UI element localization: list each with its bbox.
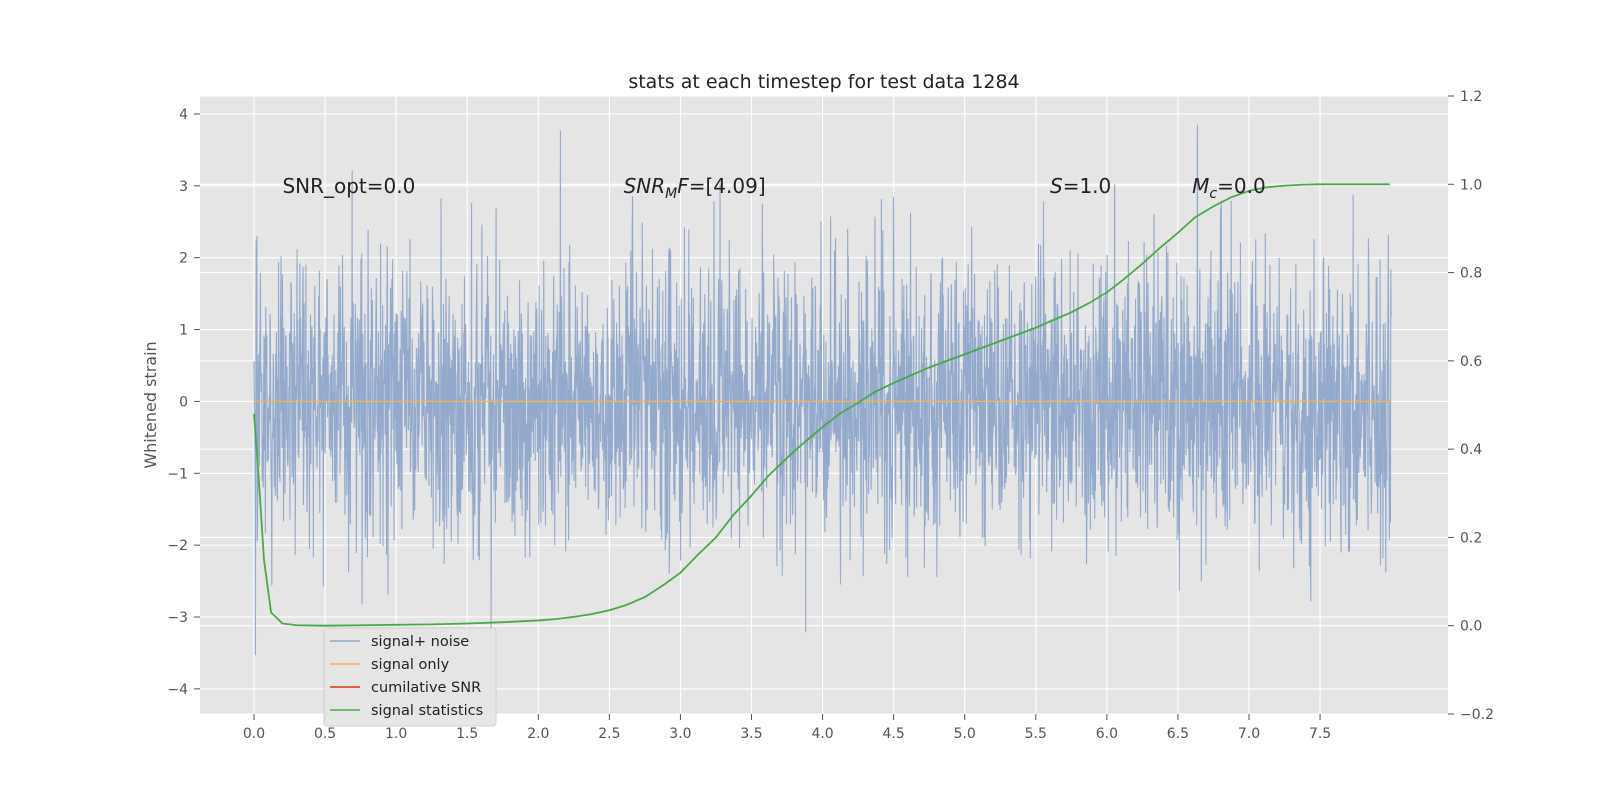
- y-tick-label-4: 0: [179, 394, 188, 410]
- y-tick-label-8: 4: [179, 107, 188, 123]
- x-tick-label-0: 0.0: [243, 726, 265, 742]
- x-tick-label-10: 5.0: [954, 726, 976, 742]
- y-tick-label-2: −2: [167, 538, 188, 554]
- chart-title: stats at each timestep for test data 128…: [628, 71, 1019, 93]
- y2-tick-label-5: 0.8: [1460, 266, 1482, 282]
- line-signal-statistics: [253, 183, 1390, 627]
- x-tick-label-11: 5.5: [1025, 726, 1047, 742]
- y2-tick-label-0: −0.2: [1460, 707, 1494, 723]
- x-tick-label-2: 1.0: [385, 726, 407, 742]
- legend-label-signal-statistics: signal statistics: [371, 703, 483, 719]
- x-tick-label-6: 3.0: [669, 726, 691, 742]
- y-tick-label-1: −3: [167, 610, 188, 626]
- legend-box: [323, 627, 497, 727]
- y-tick-label-6: 2: [179, 251, 188, 267]
- annotation-snr-mf: SNRMF=[4.09]: [624, 174, 766, 202]
- y-axis-label: Whitened strain: [141, 341, 160, 468]
- y-axis: −4 −3 −2 −1 0 1 2 3 4: [167, 107, 200, 698]
- y-tick-label-0: −4: [167, 682, 188, 698]
- x-tick-label-7: 3.5: [740, 726, 762, 742]
- y-tick-label-5: 1: [179, 323, 188, 339]
- x-tick-label-13: 6.5: [1167, 726, 1189, 742]
- annotation-s: S=1.0: [1050, 174, 1111, 198]
- series-signal-plus-noise: [253, 124, 1392, 656]
- annotation-mc: Mc=0.0: [1192, 174, 1266, 202]
- line-signal-noise: [253, 124, 1392, 656]
- legend: signal+ noise signal only cumilative SNR si…: [323, 627, 497, 727]
- legend-label-signal-noise: signal+ noise: [371, 634, 469, 650]
- x-tick-label-5: 2.5: [598, 726, 620, 742]
- x-tick-label-3: 1.5: [456, 726, 478, 742]
- y2-tick-label-1: 0.0: [1460, 619, 1482, 635]
- x-tick-label-9: 4.5: [883, 726, 905, 742]
- y2-axis: −0.2 0.0 0.2 0.4 0.6 0.8 1.0 1.2: [1448, 89, 1494, 723]
- y2-tick-label-3: 0.4: [1460, 442, 1482, 458]
- legend-label-signal-only: signal only: [371, 657, 450, 673]
- annotation-snr-opt: SNR_opt=0.0: [282, 174, 415, 198]
- x-tick-label-14: 7.0: [1238, 726, 1260, 742]
- y2-tick-label-2: 0.2: [1460, 530, 1482, 546]
- x-tick-label-4: 2.0: [527, 726, 549, 742]
- x-axis: 0.0 0.5 1.0 1.5 2.0 2.5 3.0 3.5 4.0 4.5 5.0 5.5 6.0 6…: [243, 714, 1331, 742]
- legend-label-cumilative-snr: cumilative SNR: [371, 680, 481, 696]
- x-tick-label-12: 6.0: [1096, 726, 1118, 742]
- series-lines: [253, 183, 1392, 627]
- x-tick-label-8: 4.0: [811, 726, 833, 742]
- y2-tick-label-6: 1.0: [1460, 177, 1482, 193]
- y2-tick-label-7: 1.2: [1460, 89, 1482, 105]
- x-tick-label-15: 7.5: [1309, 726, 1331, 742]
- y-tick-label-3: −1: [167, 466, 188, 482]
- annotations: SNR_opt=0.0 SNRMF=[4.09] S=1.0 Mc=0.0: [282, 174, 1265, 202]
- y2-tick-label-4: 0.6: [1460, 354, 1482, 370]
- y-tick-label-7: 3: [179, 179, 188, 195]
- x-tick-label-1: 0.5: [314, 726, 336, 742]
